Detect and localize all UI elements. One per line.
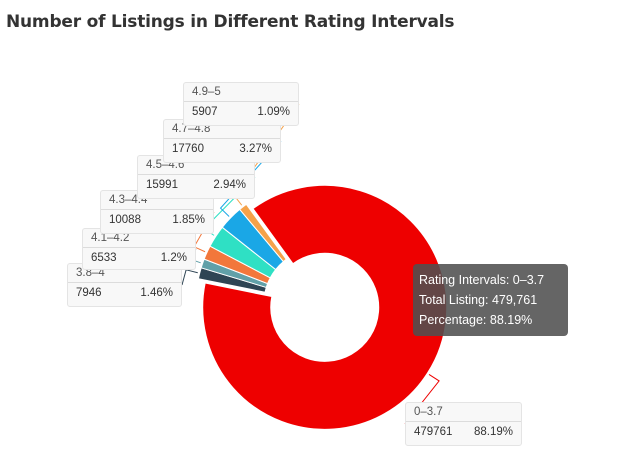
- slice-label-range: 4.9–5: [192, 86, 221, 98]
- slice-label-divider: [101, 209, 213, 210]
- slice-label-percent: 1.2%: [160, 252, 187, 264]
- slice-label-divider: [406, 421, 521, 422]
- leader-line-4.7–4.8: [219, 140, 282, 217]
- slice-label-count: 15991: [146, 179, 178, 191]
- slice-label-divider: [68, 282, 181, 283]
- chart-tooltip: Rating Intervals: 0–3.7 Total Listing: 4…: [413, 264, 568, 336]
- slice-label-percent: 1.09%: [257, 106, 290, 118]
- slice-0–3.7[interactable]: [202, 184, 448, 430]
- slice-4.9–5[interactable]: [239, 203, 287, 263]
- slice-label-divider: [184, 101, 298, 102]
- slice-label-4.7–4.8: 4.7–4.8 17760 3.27%: [163, 119, 281, 163]
- slice-label-percent: 3.27%: [239, 143, 272, 155]
- leader-line-3.8–4: [181, 269, 198, 286]
- slice-label-count: 17760: [172, 143, 204, 155]
- slice-label-3.8–4: 3.8–4 7946 1.46%: [67, 263, 182, 307]
- slice-label-count: 7946: [76, 287, 102, 299]
- tooltip-interval: Rating Intervals: 0–3.7: [419, 273, 545, 287]
- slice-label-0–3.7: 0–3.7 479761 88.19%: [405, 402, 522, 446]
- slice-label-range: 4.7–4.8: [172, 123, 211, 135]
- slice-label-range: 4.1–4.2: [91, 232, 130, 244]
- slice-label-divider: [138, 174, 254, 175]
- slice-label-percent: 2.94%: [213, 179, 246, 191]
- slice-label-range: 3.8–4: [76, 267, 105, 279]
- slice-label-count: 479761: [414, 426, 453, 438]
- tooltip-percentage: Percentage: 88.19%: [419, 313, 533, 327]
- page-title: Number of Listings in Different Rating I…: [6, 12, 455, 32]
- slice-label-4.1–4.2: 4.1–4.2 6533 1.2%: [82, 228, 196, 270]
- slice-label-range: 0–3.7: [414, 406, 443, 418]
- slice-label-count: 5907: [192, 106, 218, 118]
- slice-label-4.9–5: 4.9–5 5907 1.09%: [183, 82, 299, 126]
- slice-label-percent: 1.85%: [172, 214, 205, 226]
- slice-label-count: 10088: [109, 214, 141, 226]
- slice-label-percent: 1.46%: [140, 287, 173, 299]
- slice-label-count: 6533: [91, 252, 117, 264]
- slice-label-divider: [164, 138, 280, 139]
- slice-label-divider: [83, 247, 195, 248]
- slice-label-percent: 88.19%: [473, 426, 513, 438]
- tooltip-total: Total Listing: 479,761: [419, 293, 538, 307]
